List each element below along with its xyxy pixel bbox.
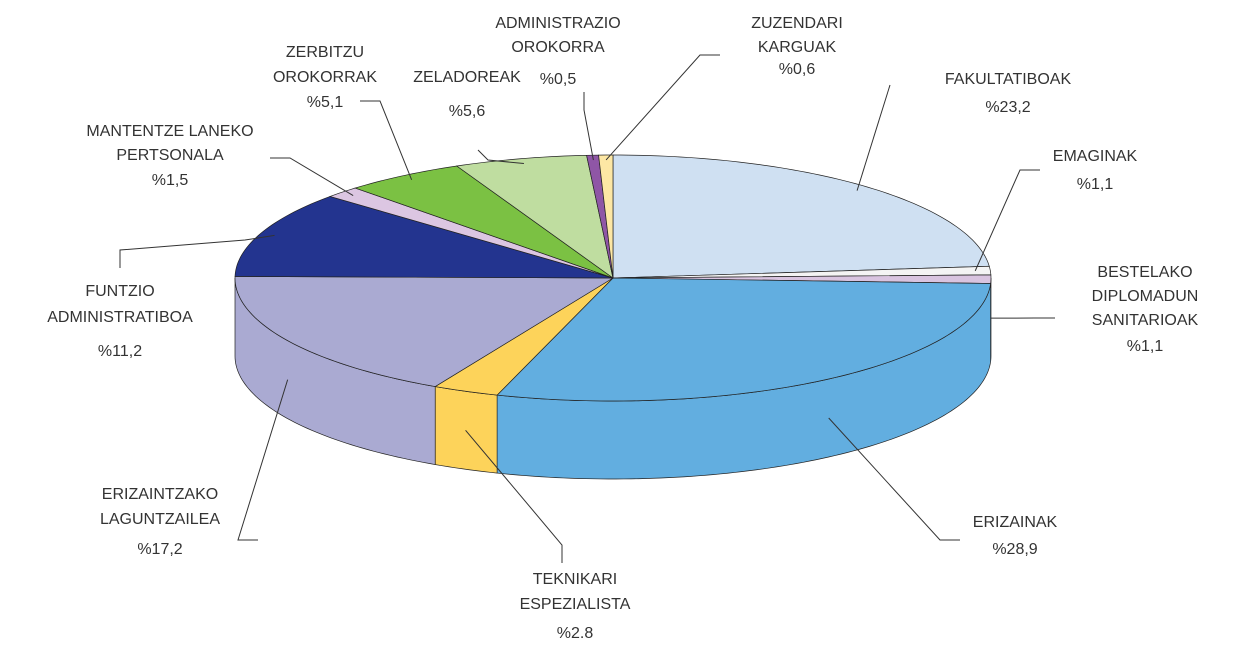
- slice-label: ZERBITZU: [286, 44, 364, 61]
- slice-label: TEKNIKARI: [533, 571, 617, 588]
- slice-label: FAKULTATIBOAK: [945, 71, 1072, 88]
- slice: [598, 154, 614, 279]
- slice-label: MANTENTZE LANEKO: [86, 123, 253, 140]
- value-label: %23,2: [985, 99, 1030, 116]
- slice: [612, 154, 990, 279]
- slice-label: ADMINISTRAZIO: [495, 15, 620, 32]
- slice-side: [434, 386, 498, 474]
- leader-line: [856, 84, 891, 191]
- slice: [496, 277, 992, 402]
- slice-label: DIPLOMADUN: [1092, 288, 1199, 305]
- slice-label: OROKORRA: [511, 39, 605, 56]
- slice: [434, 277, 614, 396]
- slice: [234, 196, 614, 279]
- leader-line: [465, 429, 563, 563]
- slice-label: BESTELAKO: [1097, 264, 1192, 281]
- leader-line: [828, 417, 960, 541]
- slice-label: ZUZENDARI: [751, 15, 843, 32]
- value-label: %0,5: [540, 71, 577, 88]
- leader-line: [974, 169, 1040, 272]
- slice-label: LAGUNTZAILEA: [100, 511, 220, 528]
- slice: [354, 165, 614, 279]
- leader-line: [583, 92, 594, 161]
- slice-label: OROKORRAK: [273, 69, 377, 86]
- slice: [328, 187, 614, 279]
- slice-label: ESPEZIALISTA: [520, 596, 631, 613]
- slice: [234, 276, 615, 387]
- slice-label: ERIZAINAK: [973, 514, 1058, 531]
- value-label: %1,5: [152, 172, 189, 189]
- value-label: %11,2: [98, 343, 142, 360]
- leader-line: [270, 157, 354, 196]
- value-label: %0,6: [779, 61, 816, 78]
- slice-label: PERTSONALA: [116, 147, 224, 164]
- value-label: %17,2: [137, 541, 182, 558]
- slice-label: EMAGINAK: [1053, 148, 1138, 165]
- leader-line: [119, 234, 275, 268]
- slice-label: KARGUAK: [758, 39, 837, 56]
- slice-label: ADMINISTRATIBOA: [47, 309, 193, 326]
- value-label: %1,1: [1077, 176, 1114, 193]
- leader-line: [605, 54, 720, 161]
- value-label: %28,9: [992, 541, 1037, 558]
- slice-label: ZELADOREAK: [413, 69, 521, 86]
- leader-line: [360, 100, 413, 180]
- value-label: %5,6: [449, 103, 486, 120]
- leader-line: [237, 379, 289, 541]
- value-label: %5,1: [307, 94, 344, 111]
- value-label: %2.8: [557, 625, 594, 642]
- slice: [455, 154, 614, 279]
- value-label: %1,1: [1127, 338, 1164, 355]
- slice-label: SANITARIOAK: [1092, 312, 1199, 329]
- leader-line: [477, 149, 524, 165]
- slice-label: ERIZAINTZAKO: [102, 486, 218, 503]
- slice-label: FUNTZIO: [85, 283, 154, 300]
